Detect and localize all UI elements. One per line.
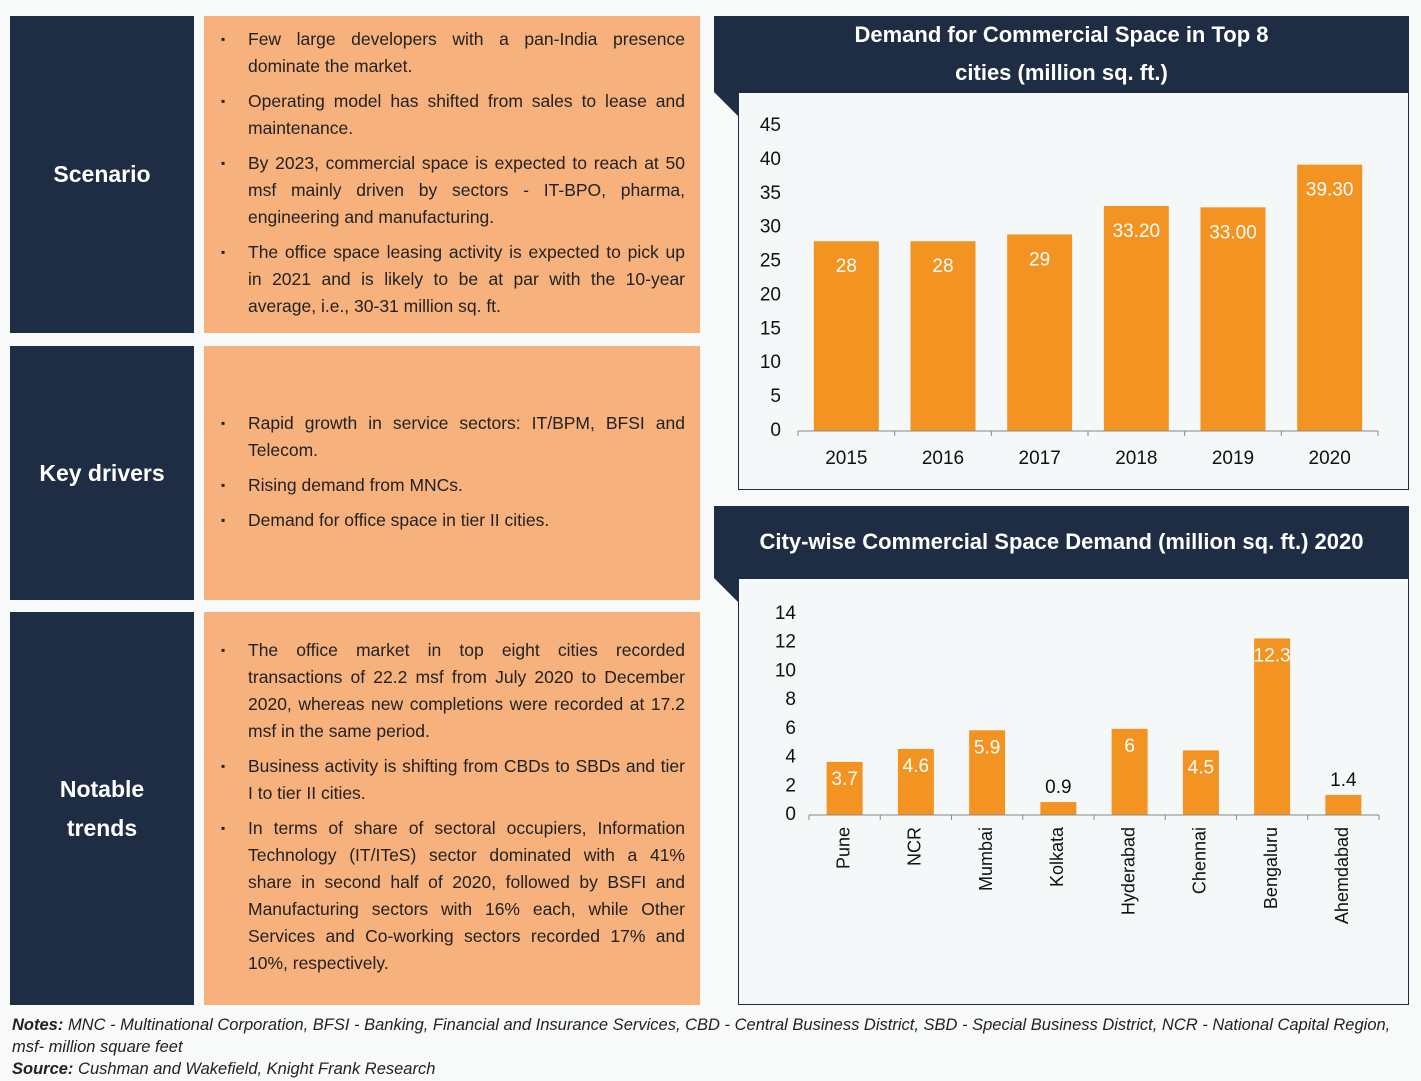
notes-line: Notes: MNC - Multinational Corporation, … <box>12 1014 1412 1058</box>
bullet: Operating model has shifted from sales t… <box>221 88 685 142</box>
data-label: 6 <box>1124 736 1135 757</box>
x-tick-label: 2016 <box>922 448 964 469</box>
y-tick-label: 25 <box>760 251 781 272</box>
section-box: The office market in top eight cities re… <box>204 612 700 1005</box>
bullet: In terms of share of sectoral occupiers,… <box>221 815 685 977</box>
data-label: 5.9 <box>974 737 1000 758</box>
y-tick-label: 8 <box>785 689 796 710</box>
bullet-list: The office market in top eight cities re… <box>221 632 685 985</box>
bar <box>1325 794 1362 815</box>
y-tick-label: 5 <box>770 386 781 407</box>
y-tick-label: 45 <box>760 115 781 136</box>
x-tick-label: Kolkata <box>1047 826 1067 887</box>
y-tick-label: 15 <box>760 318 781 339</box>
x-tick-label: Mumbai <box>976 827 996 891</box>
chart-title: City-wise Commercial Space Demand (milli… <box>714 506 1409 578</box>
y-tick-label: 6 <box>785 718 796 739</box>
data-label: 0.9 <box>1045 777 1071 798</box>
bullet-list: Few large developers with a pan-India pr… <box>221 21 685 328</box>
x-tick-label: 2017 <box>1019 448 1061 469</box>
data-label: 12.3 <box>1254 645 1291 666</box>
bullet: The office space leasing activity is exp… <box>221 239 685 320</box>
bar <box>1103 205 1169 431</box>
bar <box>1254 638 1291 815</box>
bullet: Few large developers with a pan-India pr… <box>221 26 685 80</box>
bar <box>826 761 863 815</box>
data-label: 39.30 <box>1306 180 1354 201</box>
bar <box>969 730 1006 815</box>
bar <box>1040 802 1077 815</box>
notes-text: MNC - Multinational Corporation, BFSI - … <box>12 1016 1391 1056</box>
bullet: Demand for office space in tier II citie… <box>221 507 685 534</box>
bullet-list: Rapid growth in service sectors: IT/BPM,… <box>221 405 685 542</box>
fold <box>714 92 738 116</box>
data-label: 28 <box>932 256 953 277</box>
y-tick-label: 4 <box>785 747 796 768</box>
y-tick-label: 12 <box>775 632 796 653</box>
bullet: The office market in top eight cities re… <box>221 637 685 745</box>
bar <box>1200 207 1266 431</box>
source-line: Source: Cushman and Wakefield, Knight Fr… <box>12 1058 1412 1080</box>
chart-body: 0 5 10 15 20 25 30 35 40 45 28 2015 28 2016 29 2017 33.2… <box>738 92 1409 490</box>
bar <box>897 748 934 815</box>
bar <box>910 241 976 431</box>
y-tick-label: 20 <box>760 284 781 305</box>
y-tick-label: 10 <box>775 660 796 681</box>
x-tick-label: Chennai <box>1190 827 1210 894</box>
source-label: Source: <box>12 1060 74 1078</box>
section-label: Key drivers <box>10 346 194 600</box>
chart: 0 5 10 15 20 25 30 35 40 45 28 2015 28 2016 29 2017 33.2… <box>760 115 1379 469</box>
bullet: Rising demand from MNCs. <box>221 472 685 499</box>
y-tick-label: 14 <box>775 603 797 624</box>
data-label: 4.5 <box>1188 757 1214 778</box>
data-label: 28 <box>836 256 857 277</box>
bar <box>1007 234 1073 431</box>
section-label: Notable trends <box>10 612 194 1005</box>
x-tick-label: 2019 <box>1212 448 1254 469</box>
y-tick-label: 10 <box>760 352 781 373</box>
x-tick-label: Pune <box>833 827 853 869</box>
bullet: Rapid growth in service sectors: IT/BPM,… <box>221 410 685 464</box>
bar <box>1111 728 1148 815</box>
data-label: 29 <box>1029 249 1050 270</box>
data-label: 3.7 <box>831 769 857 790</box>
section-label: Scenario <box>10 16 194 333</box>
chart: 0 2 4 6 8 10 12 14 3.7 Pune 4.6 NCR 5.9 Mumbai 0.9 Kolk… <box>775 603 1380 924</box>
bar <box>1297 164 1363 431</box>
section-label-text: Notable trends <box>59 775 145 841</box>
notes: Notes: MNC - Multinational Corporation, … <box>12 1014 1412 1080</box>
bar <box>1182 750 1219 815</box>
bullet: By 2023, commercial space is expected to… <box>221 150 685 231</box>
x-tick-label: Bengaluru <box>1261 827 1281 909</box>
x-tick-label: 2015 <box>825 448 867 469</box>
section-box: Rapid growth in service sectors: IT/BPM,… <box>204 346 700 600</box>
bar <box>813 241 879 431</box>
x-tick-label: Hyderabad <box>1118 827 1138 915</box>
y-tick-label: 2 <box>785 775 796 796</box>
x-tick-label: 2020 <box>1309 448 1351 469</box>
data-label: 4.6 <box>903 756 929 777</box>
source-text: Cushman and Wakefield, Knight Frank Rese… <box>78 1060 436 1078</box>
y-tick-label: 0 <box>785 804 796 825</box>
y-tick-label: 35 <box>760 183 781 204</box>
section-label-text: Scenario <box>53 161 151 187</box>
bullet: Business activity is shifting from CBDs … <box>221 753 685 807</box>
chart-body: 0 2 4 6 8 10 12 14 3.7 Pune 4.6 NCR 5.9 Mumbai 0.9 Kolk… <box>738 578 1409 1005</box>
y-tick-label: 0 <box>770 420 781 441</box>
section-label-text: Key drivers <box>39 459 165 486</box>
x-tick-label: 2018 <box>1115 448 1157 469</box>
y-tick-label: 40 <box>760 149 781 170</box>
notes-label: Notes: <box>12 1016 64 1034</box>
x-tick-label: Ahemdabad <box>1332 827 1352 924</box>
data-label: 1.4 <box>1330 770 1357 791</box>
data-label: 33.20 <box>1113 221 1161 242</box>
fold <box>714 578 738 602</box>
data-label: 33.00 <box>1209 222 1257 243</box>
chart-title: Demand for Commercial Space in Top 8 cit… <box>714 16 1409 92</box>
x-tick-label: NCR <box>905 827 925 866</box>
y-tick-label: 30 <box>760 217 781 238</box>
section-box: Few large developers with a pan-India pr… <box>204 16 700 333</box>
